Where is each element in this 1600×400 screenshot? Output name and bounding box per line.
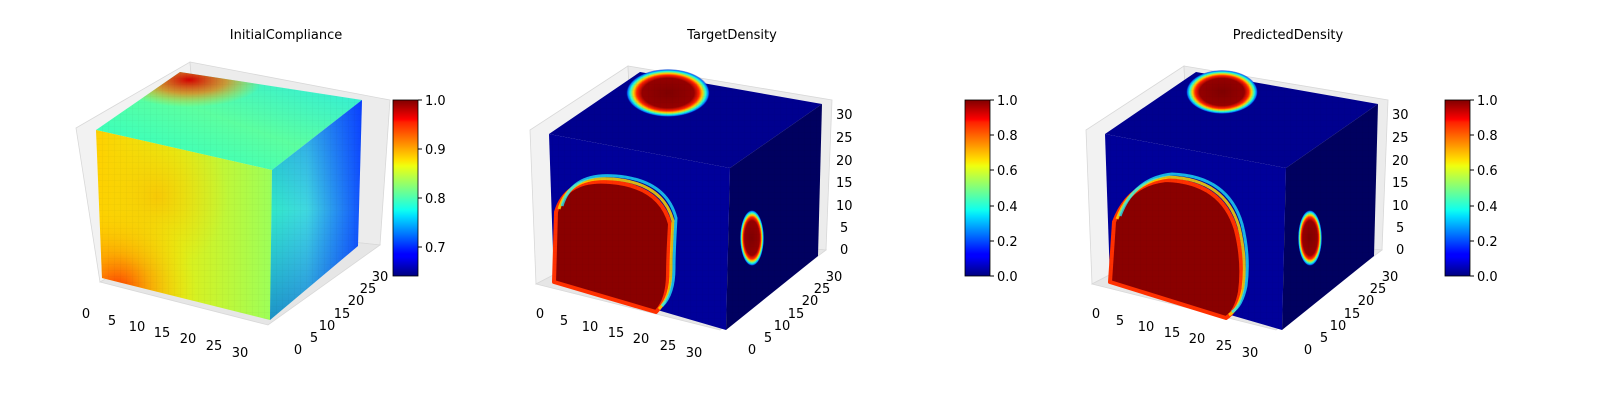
panel-predicted-density: PredictedDensity 0 5 10 15 20 25 [1085, 28, 1498, 361]
y-tick-label: 20 [348, 294, 365, 309]
x-tick-label: 0 [82, 307, 90, 322]
colorbar-gradient [1444, 99, 1471, 277]
y-axis: 0 5 10 15 20 25 30 [748, 270, 842, 358]
x-axis: 0 5 10 15 20 25 30 [82, 307, 248, 361]
z-tick-label: 15 [1392, 176, 1409, 191]
x-tick-label: 10 [129, 320, 146, 335]
colorbar-tick-label: 1.0 [997, 94, 1018, 109]
x-tick-label: 10 [1138, 320, 1155, 335]
colorbar-tick-label: 0.0 [1477, 270, 1498, 285]
y-tick-label: 10 [774, 319, 791, 334]
y-tick-label: 5 [764, 331, 772, 346]
z-tick-label: 0 [840, 243, 848, 258]
z-tick-label: 20 [836, 154, 853, 169]
colorbar: 1.0 0.9 0.8 0.7 [392, 94, 446, 277]
y-tick-label: 15 [788, 307, 805, 322]
voxel-cube [549, 69, 822, 330]
x-tick-label: 20 [1189, 332, 1206, 347]
x-tick-label: 20 [633, 332, 650, 347]
panel-initial-compliance: InitialCompliance 0 5 10 15 20 [75, 28, 446, 361]
y-tick-label: 0 [294, 343, 302, 358]
colorbar-tick-label: 0.2 [1477, 235, 1498, 250]
x-tick-label: 5 [560, 314, 568, 329]
x-tick-label: 25 [660, 339, 677, 354]
panel-title: InitialCompliance [230, 28, 343, 43]
colorbar-tick-label: 0.6 [1477, 164, 1498, 179]
colorbar-gradient [392, 99, 419, 277]
y-tick-label: 10 [319, 319, 336, 334]
colorbar-tick-label: 0.2 [997, 235, 1018, 250]
y-tick-label: 0 [748, 343, 756, 358]
z-tick-label: 20 [1392, 154, 1409, 169]
colorbar-tick-label: 0.7 [425, 241, 446, 256]
colorbar-tick-label: 0.9 [425, 143, 446, 158]
z-tick-label: 5 [840, 221, 848, 236]
x-axis: 0 5 10 15 20 25 30 [1092, 307, 1258, 361]
y-axis: 0 5 10 15 20 25 30 [1304, 270, 1398, 358]
colorbar: 1.0 0.8 0.6 0.4 0.2 0.0 [964, 94, 1018, 285]
y-tick-label: 25 [814, 282, 831, 297]
voxel-cube [96, 72, 362, 320]
x-tick-label: 15 [608, 326, 625, 341]
colorbar-gradient [964, 99, 991, 277]
y-tick-label: 0 [1304, 343, 1312, 358]
x-axis: 0 5 10 15 20 25 30 [536, 307, 702, 361]
x-tick-label: 5 [1116, 314, 1124, 329]
y-tick-label: 5 [1320, 331, 1328, 346]
z-tick-label: 15 [836, 176, 853, 191]
y-tick-label: 20 [1358, 294, 1375, 309]
z-tick-label: 25 [836, 131, 853, 146]
x-tick-label: 20 [180, 332, 197, 347]
x-tick-label: 30 [686, 346, 703, 361]
colorbar-tick-label: 0.8 [1477, 129, 1498, 144]
x-tick-label: 10 [582, 320, 599, 335]
colorbar-tick-label: 0.4 [1477, 200, 1498, 215]
y-tick-label: 30 [826, 270, 843, 285]
z-axis: 0 5 10 15 20 25 30 [1392, 108, 1409, 258]
y-tick-label: 25 [1370, 282, 1387, 297]
z-tick-label: 10 [836, 199, 853, 214]
panel-title: TargetDensity [686, 28, 777, 43]
y-axis: 0 5 10 15 20 25 30 [294, 270, 388, 358]
x-tick-label: 15 [1164, 326, 1181, 341]
z-tick-label: 30 [836, 108, 853, 123]
colorbar-tick-label: 1.0 [1477, 94, 1498, 109]
x-tick-label: 15 [154, 326, 171, 341]
voxel-cube [1105, 70, 1378, 330]
z-tick-label: 5 [1396, 221, 1404, 236]
colorbar: 1.0 0.8 0.6 0.4 0.2 0.0 [1444, 94, 1498, 285]
x-tick-label: 0 [536, 307, 544, 322]
x-tick-label: 25 [1216, 339, 1233, 354]
colorbar-tick-label: 0.4 [997, 200, 1018, 215]
z-tick-label: 25 [1392, 131, 1409, 146]
z-tick-label: 0 [1396, 243, 1404, 258]
y-tick-label: 15 [334, 307, 351, 322]
panel-title: PredictedDensity [1233, 28, 1344, 43]
z-tick-label: 10 [1392, 199, 1409, 214]
y-tick-label: 20 [802, 294, 819, 309]
panel-target-density: TargetDensity 0 5 10 15 20 25 30 [529, 28, 1018, 361]
y-tick-label: 10 [1330, 319, 1347, 334]
y-tick-label: 25 [360, 282, 377, 297]
z-tick-label: 30 [1392, 108, 1409, 123]
y-tick-label: 5 [310, 331, 318, 346]
x-tick-label: 30 [1242, 346, 1259, 361]
colorbar-tick-label: 0.6 [997, 164, 1018, 179]
colorbar-tick-label: 1.0 [425, 94, 446, 109]
y-tick-label: 30 [1382, 270, 1399, 285]
z-axis: 0 5 10 15 20 25 30 [836, 108, 853, 258]
x-tick-label: 30 [232, 346, 249, 361]
x-tick-label: 25 [206, 339, 223, 354]
x-tick-label: 0 [1092, 307, 1100, 322]
x-tick-label: 5 [108, 314, 116, 329]
y-tick-label: 30 [372, 270, 389, 285]
y-tick-label: 15 [1344, 307, 1361, 322]
colorbar-tick-label: 0.8 [997, 129, 1018, 144]
colorbar-tick-label: 0.0 [997, 270, 1018, 285]
colorbar-tick-label: 0.8 [425, 192, 446, 207]
